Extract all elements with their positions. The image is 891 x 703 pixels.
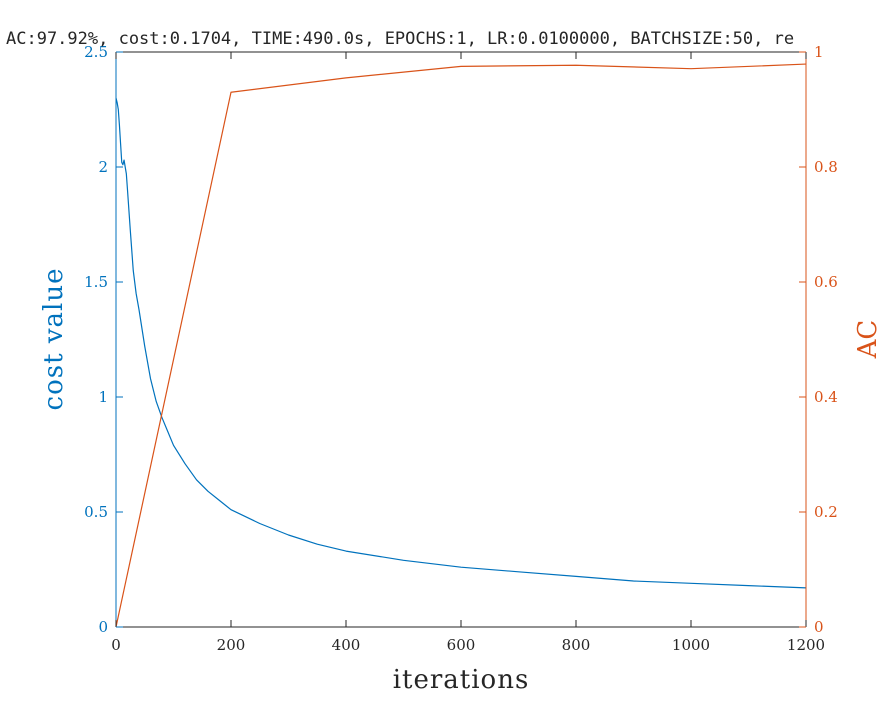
x-tick-label: 0 [111, 636, 121, 654]
x-tick-label: 1200 [787, 636, 825, 654]
left-y-tick-label: 1 [98, 388, 108, 406]
right-y-tick-label: 0.6 [814, 273, 838, 291]
left-y-axis-label: cost value [39, 268, 69, 411]
right-y-tick-label: 0.4 [814, 388, 838, 406]
right-y-tick-label: 1 [814, 43, 824, 61]
left-y-tick-label: 2.5 [84, 43, 108, 61]
left-y-tick-label: 2 [98, 158, 108, 176]
x-tick-label: 1000 [672, 636, 710, 654]
left-y-tick-label: 1.5 [84, 273, 108, 291]
right-y-tick-label: 0.2 [814, 503, 838, 521]
x-tick-label: 400 [332, 636, 361, 654]
left-y-tick-label: 0 [98, 618, 108, 636]
chart-title: AC:97.92%, cost:0.1704, TIME:490.0s, EPO… [6, 29, 794, 49]
right-y-axis-label: AC [853, 320, 883, 360]
left-y-tick-label: 0.5 [84, 503, 108, 521]
right-y-tick-label: 0 [814, 618, 824, 636]
right-y-tick-label: 0.8 [814, 158, 838, 176]
accuracy-series-line [115, 63, 807, 628]
x-tick-label: 200 [217, 636, 246, 654]
cost-series-line [115, 97, 807, 589]
x-tick-label: 600 [447, 636, 476, 654]
plot-area [116, 52, 806, 627]
x-axis-label: iterations [393, 665, 530, 695]
x-tick-label: 800 [562, 636, 591, 654]
